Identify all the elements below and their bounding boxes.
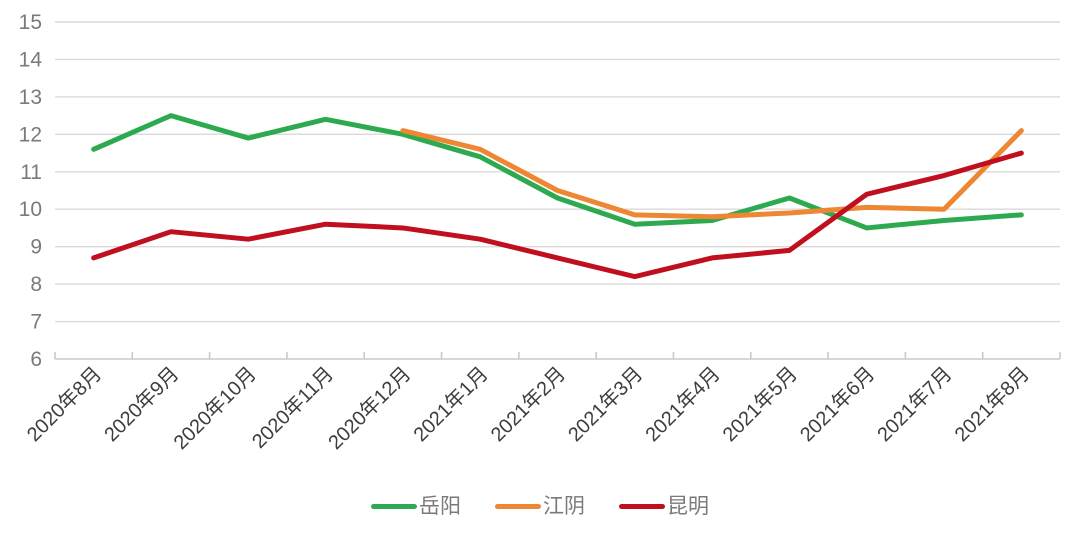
x-axis-label: 2020年12月 <box>324 362 416 454</box>
series-line-2 <box>91 150 1024 280</box>
series-line-0 <box>91 113 1024 231</box>
y-axis-label: 14 <box>19 48 43 71</box>
x-axis-label: 2021年6月 <box>795 362 879 446</box>
legend: 岳阳 江阴 昆明 <box>0 496 1080 517</box>
legend-item-0: 岳阳 <box>371 496 461 517</box>
legend-item-1: 江阴 <box>495 496 585 517</box>
x-axis-label: 2020年8月 <box>22 362 106 446</box>
x-axis-label: 2021年3月 <box>563 362 647 446</box>
legend-swatch-icon <box>619 504 665 509</box>
x-axis-label: 2020年9月 <box>100 362 184 446</box>
y-axis-label: 15 <box>19 11 42 34</box>
x-axis-label: 2021年7月 <box>873 362 957 446</box>
x-axis-label: 2020年10月 <box>169 362 261 454</box>
legend-swatch-icon <box>495 504 541 509</box>
x-axis-label: 2021年4月 <box>641 362 725 446</box>
y-axis-label: 12 <box>19 123 42 146</box>
legend-label: 昆明 <box>667 495 709 518</box>
legend-label: 岳阳 <box>419 495 461 518</box>
y-axis-label: 7 <box>30 311 42 334</box>
x-axis-label: 2021年1月 <box>409 362 493 446</box>
x-axis-label: 2021年5月 <box>718 362 802 446</box>
series-line-1 <box>400 128 1024 220</box>
y-axis-label: 13 <box>19 86 42 109</box>
y-axis-label: 6 <box>30 348 42 371</box>
y-axis-label: 8 <box>30 273 42 296</box>
legend-swatch-icon <box>371 504 417 509</box>
y-axis-label: 10 <box>19 198 42 221</box>
x-axis-label: 2021年8月 <box>950 362 1034 446</box>
legend-label: 江阴 <box>543 495 585 518</box>
y-axis-label: 11 <box>20 161 42 184</box>
x-axis-label: 2021年2月 <box>486 362 570 446</box>
legend-item-2: 昆明 <box>619 496 709 517</box>
y-axis-label: 9 <box>30 236 42 259</box>
